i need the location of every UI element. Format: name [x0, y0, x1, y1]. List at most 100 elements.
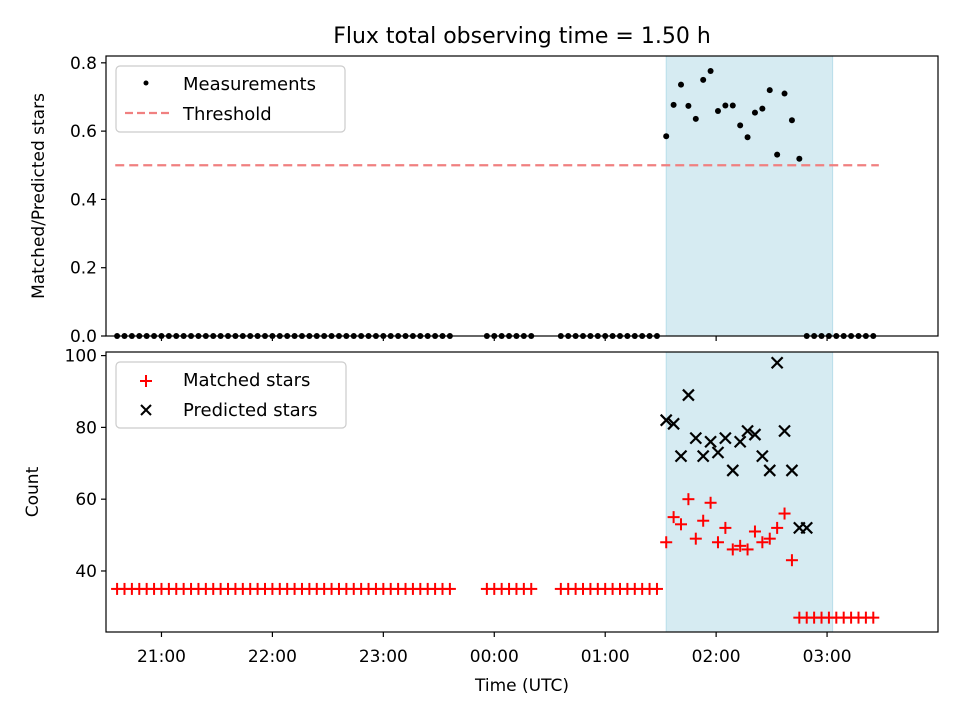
predicted-star-point	[667, 417, 680, 431]
predicted-star-point	[719, 431, 732, 445]
chart-title: Flux total observing time = 1.50 h	[333, 24, 711, 49]
predicted-star-point	[674, 449, 688, 463]
matched-star-point	[771, 521, 784, 534]
x-tick-label: 03:00	[803, 647, 852, 667]
x-b	[726, 464, 740, 477]
measurement-point	[714, 107, 721, 114]
x-tick-label: 21:00	[137, 647, 186, 667]
legend-matched-marker	[140, 375, 152, 387]
bottom-axes-frame	[105, 351, 939, 633]
matched-star-point	[741, 543, 754, 556]
predicted-star-point	[711, 446, 725, 459]
y-tick-label: 40	[75, 562, 97, 582]
top-legend: Measurements Threshold	[115, 65, 346, 133]
x-b	[748, 428, 762, 441]
x-b	[667, 417, 680, 431]
measurement-point	[722, 102, 729, 109]
y-tick-label: 0.2	[70, 259, 97, 279]
matched-star-point	[756, 536, 769, 549]
predicted-star-point	[659, 413, 673, 427]
top-panel: 0.00.20.40.60.8 Matched/Predicted stars …	[29, 54, 939, 347]
x-b	[778, 424, 791, 438]
legend-predicted-marker	[140, 404, 152, 416]
x-b	[689, 431, 703, 445]
measurement-point	[774, 151, 781, 158]
matched-star-point	[443, 582, 456, 595]
predicted-star-point	[696, 449, 710, 463]
measurement-point	[751, 109, 758, 116]
predicted-star-point	[785, 464, 799, 477]
matched-star-point	[697, 514, 710, 527]
matched-star-point	[660, 536, 673, 549]
legend-measurements-marker	[143, 80, 149, 86]
bottom-y-ticks: 40 60 80 100	[65, 347, 106, 582]
x-b	[770, 356, 784, 370]
matched-star-point	[763, 532, 776, 545]
matched-star-point	[726, 543, 739, 556]
matched-star-point	[704, 496, 717, 509]
predicted-stars-points	[659, 356, 814, 535]
y-tick-label: 80	[75, 418, 97, 438]
matched-star-point	[748, 525, 761, 538]
y-tick-label: 0.6	[70, 122, 97, 142]
x-tick-label: 02:00	[692, 647, 741, 667]
measurement-point	[700, 76, 707, 83]
bottom-y-axis-label: Count	[23, 466, 43, 517]
matched-star-point	[778, 507, 791, 520]
x-b	[674, 449, 688, 463]
predicted-star-point	[726, 464, 740, 477]
x-b	[719, 431, 732, 445]
legend-measurements-label: Measurements	[183, 74, 316, 95]
matched-stars-points	[111, 493, 880, 624]
y-tick-label: 0.8	[70, 54, 97, 74]
top-y-ticks: 0.0 0.2 0.4 0.6 0.8	[70, 54, 106, 347]
bottom-legend-box	[115, 361, 347, 429]
measurement-point	[737, 122, 744, 129]
top-legend-box	[115, 65, 346, 133]
predicted-star-point	[770, 356, 784, 370]
top-axes-frame	[105, 55, 939, 337]
measurement-point	[685, 102, 692, 109]
y-tick-label: 0.0	[70, 327, 97, 347]
bottom-shaded-region	[665, 351, 834, 633]
matched-star-point	[719, 521, 732, 534]
x-tick-label: 22:00	[248, 647, 297, 667]
x-b	[711, 446, 725, 459]
x-b	[741, 424, 754, 438]
predicted-star-point	[800, 521, 814, 535]
measurement-point	[670, 101, 677, 108]
x-tick-label: 01:00	[581, 647, 630, 667]
y-tick-label: 60	[75, 490, 97, 510]
x-b	[682, 388, 695, 402]
x-b	[785, 464, 799, 477]
matched-star-point	[667, 511, 680, 524]
measurement-point	[781, 90, 788, 97]
measurement-point	[796, 155, 803, 162]
predicted-star-point	[778, 424, 791, 438]
matched-star-point	[689, 532, 702, 545]
matched-star-point	[867, 611, 880, 624]
predicted-star-point	[741, 424, 754, 438]
predicted-star-point	[689, 431, 703, 445]
matched-star-point	[682, 493, 695, 506]
x-axis-label: Time (UTC)	[474, 676, 569, 696]
x-tick-label: 00:00	[470, 647, 519, 667]
measurement-point	[663, 133, 670, 140]
matched-star-point	[785, 554, 798, 567]
x-b	[800, 521, 814, 535]
x-b	[696, 449, 710, 463]
predicted-star-point	[682, 388, 695, 402]
shaded-region-rect	[665, 55, 834, 337]
matched-star-point	[650, 582, 663, 595]
top-y-axis-label: Matched/Predicted stars	[29, 93, 49, 299]
measurement-point	[744, 134, 751, 141]
x-tick-label: 23:00	[359, 647, 408, 667]
measurement-point	[729, 102, 736, 109]
x-b	[659, 413, 673, 427]
top-x-ticks	[160, 336, 828, 341]
y-tick-label: 0.4	[70, 190, 97, 210]
x-b	[763, 464, 777, 477]
predicted-star-point	[704, 435, 717, 449]
shaded-region-rect	[665, 351, 834, 633]
